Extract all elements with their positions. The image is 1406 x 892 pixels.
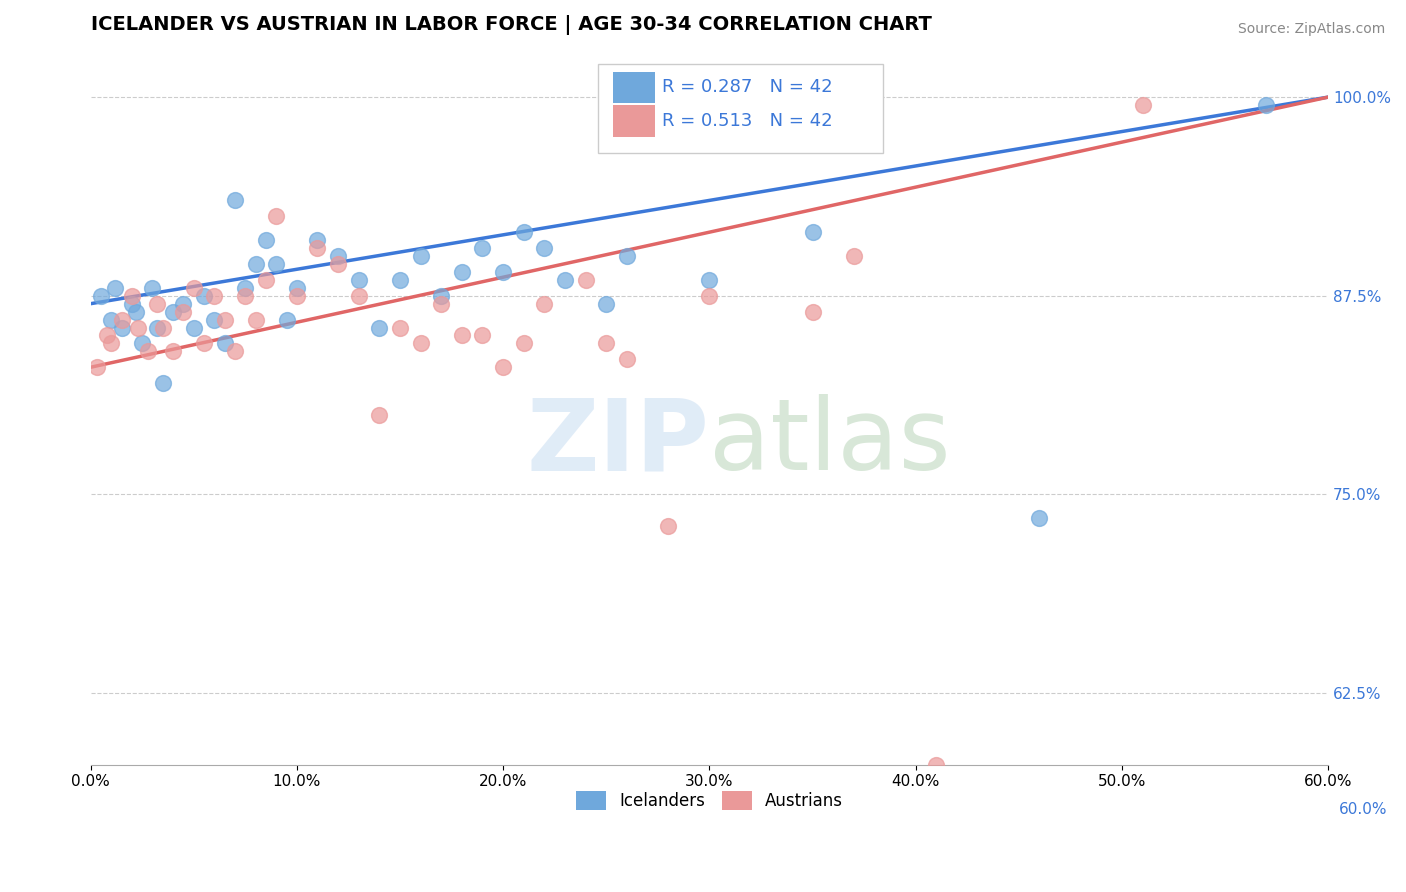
- Point: [513, 336, 536, 351]
- Point: [162, 304, 184, 318]
- Point: [214, 312, 236, 326]
- Point: [224, 194, 246, 208]
- Point: [127, 320, 149, 334]
- Point: [100, 336, 122, 351]
- Point: [842, 249, 865, 263]
- Point: [307, 233, 329, 247]
- Point: [471, 241, 494, 255]
- Point: [347, 289, 370, 303]
- Point: [214, 336, 236, 351]
- Text: ZIP: ZIP: [526, 394, 710, 491]
- Point: [368, 320, 391, 334]
- FancyBboxPatch shape: [613, 71, 655, 103]
- Point: [307, 241, 329, 255]
- Point: [1256, 98, 1278, 112]
- Point: [699, 273, 721, 287]
- Point: [172, 304, 194, 318]
- Point: [276, 312, 298, 326]
- Point: [100, 312, 122, 326]
- Point: [110, 320, 132, 334]
- Point: [801, 304, 824, 318]
- Point: [326, 257, 349, 271]
- Point: [595, 336, 617, 351]
- Text: Source: ZipAtlas.com: Source: ZipAtlas.com: [1237, 22, 1385, 37]
- Point: [925, 757, 948, 772]
- Point: [285, 281, 308, 295]
- Point: [162, 344, 184, 359]
- Point: [131, 336, 153, 351]
- Point: [152, 320, 174, 334]
- Point: [533, 241, 555, 255]
- Point: [193, 336, 215, 351]
- Point: [554, 273, 576, 287]
- Point: [533, 296, 555, 310]
- Point: [172, 296, 194, 310]
- Point: [110, 312, 132, 326]
- Point: [86, 360, 108, 375]
- Point: [451, 328, 474, 343]
- Text: R = 0.513   N = 42: R = 0.513 N = 42: [662, 112, 832, 130]
- Legend: Icelanders, Austrians: Icelanders, Austrians: [569, 784, 849, 817]
- Point: [430, 296, 453, 310]
- Point: [202, 312, 225, 326]
- Point: [388, 273, 411, 287]
- Point: [121, 296, 143, 310]
- Point: [264, 209, 287, 223]
- Point: [595, 296, 617, 310]
- Point: [104, 281, 127, 295]
- Text: R = 0.287   N = 42: R = 0.287 N = 42: [662, 78, 832, 96]
- Point: [657, 519, 679, 533]
- FancyBboxPatch shape: [613, 105, 655, 136]
- Point: [202, 289, 225, 303]
- Point: [245, 312, 267, 326]
- Point: [125, 304, 148, 318]
- FancyBboxPatch shape: [598, 63, 883, 153]
- Text: atlas: atlas: [710, 394, 950, 491]
- Point: [492, 265, 515, 279]
- Point: [245, 257, 267, 271]
- Point: [264, 257, 287, 271]
- Point: [233, 281, 256, 295]
- Point: [616, 249, 638, 263]
- Point: [326, 249, 349, 263]
- Point: [801, 225, 824, 239]
- Point: [699, 289, 721, 303]
- Text: 60.0%: 60.0%: [1340, 802, 1388, 816]
- Point: [285, 289, 308, 303]
- Point: [193, 289, 215, 303]
- Text: ICELANDER VS AUSTRIAN IN LABOR FORCE | AGE 30-34 CORRELATION CHART: ICELANDER VS AUSTRIAN IN LABOR FORCE | A…: [90, 15, 932, 35]
- Point: [138, 344, 160, 359]
- Point: [152, 376, 174, 391]
- Point: [145, 296, 167, 310]
- Point: [96, 328, 118, 343]
- Point: [471, 328, 494, 343]
- Point: [575, 273, 598, 287]
- Point: [492, 360, 515, 375]
- Point: [254, 273, 277, 287]
- Point: [409, 336, 432, 351]
- Point: [451, 265, 474, 279]
- Point: [90, 289, 112, 303]
- Point: [1132, 98, 1154, 112]
- Point: [254, 233, 277, 247]
- Point: [616, 352, 638, 367]
- Point: [233, 289, 256, 303]
- Point: [430, 289, 453, 303]
- Point: [388, 320, 411, 334]
- Point: [141, 281, 163, 295]
- Point: [145, 320, 167, 334]
- Point: [513, 225, 536, 239]
- Point: [409, 249, 432, 263]
- Point: [368, 408, 391, 422]
- Point: [347, 273, 370, 287]
- Point: [183, 320, 205, 334]
- Point: [1028, 511, 1050, 525]
- Point: [224, 344, 246, 359]
- Point: [121, 289, 143, 303]
- Point: [183, 281, 205, 295]
